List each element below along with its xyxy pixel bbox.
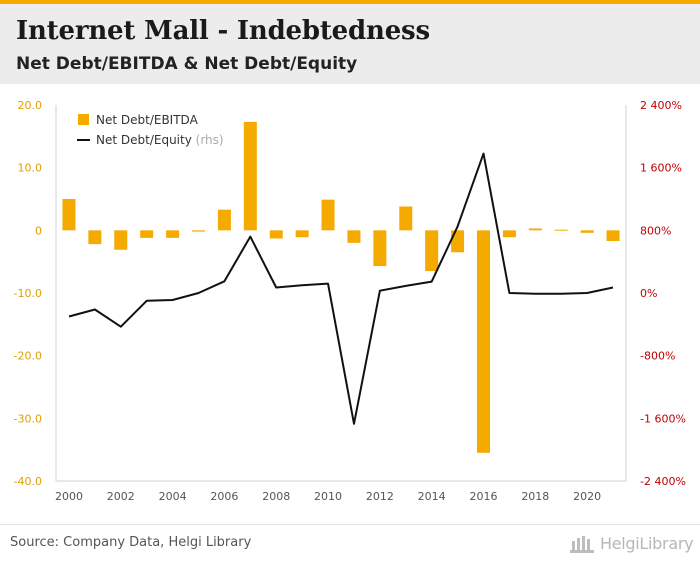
- x-tick-label: 2004: [159, 490, 187, 503]
- bar-series: [62, 121, 620, 453]
- x-tick-label: 2008: [262, 490, 290, 503]
- bar-2004: [166, 230, 180, 238]
- line-series: [68, 152, 614, 425]
- right-tick-label: -1 600%: [640, 412, 686, 425]
- bar-2010: [321, 199, 335, 231]
- legend-label-ebitda: Net Debt/EBITDA: [96, 113, 199, 127]
- left-axis-ticks: 20.0 10.0 0 -10.0 -20.0 -30.0 -40.0: [14, 99, 42, 488]
- bar-2019: [554, 229, 568, 231]
- right-tick-label: 1 600%: [640, 162, 682, 175]
- bar-2002: [114, 230, 128, 250]
- header: Internet Mall - Indebtedness Net Debt/EB…: [0, 4, 700, 84]
- x-tick-label: 2012: [366, 490, 394, 503]
- x-tick-label: 2000: [55, 490, 83, 503]
- right-tick-label: -2 400%: [640, 475, 686, 488]
- bar-2001: [88, 230, 102, 245]
- x-tick-label: 2010: [314, 490, 342, 503]
- left-tick-label: -40.0: [14, 475, 42, 488]
- chart: 20.0 10.0 0 -10.0 -20.0 -30.0 -40.0 2 400% 1 60…: [14, 99, 686, 503]
- left-tick-label: -30.0: [14, 412, 42, 425]
- bar-2007: [243, 121, 257, 231]
- bar-2006: [217, 209, 231, 231]
- legend: Net Debt/EBITDA Net Debt/Equity (rhs): [77, 113, 224, 147]
- page-title: Internet Mall - Indebtedness: [16, 16, 430, 46]
- legend-rhs-note: (rhs): [196, 133, 224, 147]
- bar-2012: [373, 230, 387, 267]
- axes: [55, 105, 627, 482]
- x-tick-label: 2016: [470, 490, 498, 503]
- right-tick-label: 2 400%: [640, 99, 682, 112]
- bar-2017: [502, 230, 516, 238]
- right-axis-ticks: 2 400% 1 600% 800% 0% -800% -1 600% -2 400%: [640, 99, 686, 488]
- bar-2020: [580, 230, 594, 233]
- left-tick-label: 0: [35, 224, 42, 237]
- right-tick-label: 0%: [640, 287, 657, 300]
- bar-2005: [192, 230, 205, 232]
- accent-bar: [0, 0, 700, 4]
- net-debt-equity-line: [68, 152, 614, 425]
- bar-2009: [295, 230, 309, 238]
- bar-2013: [399, 206, 413, 231]
- left-tick-label: -20.0: [14, 350, 42, 363]
- page-subtitle: Net Debt/EBITDA & Net Debt/Equity: [16, 54, 358, 74]
- bar-2014: [425, 230, 439, 272]
- x-tick-label: 2002: [107, 490, 135, 503]
- helgi-library-logo: HelgiLibrary: [568, 533, 694, 557]
- right-tick-label: -800%: [640, 350, 675, 363]
- bar-2018: [528, 228, 542, 231]
- x-tick-label: 2014: [418, 490, 446, 503]
- bar-2021: [606, 230, 620, 241]
- bar-2000: [62, 199, 76, 231]
- source-note: Source: Company Data, Helgi Library: [10, 535, 252, 550]
- left-tick-label: 10.0: [18, 162, 43, 175]
- legend-swatch-bar: [78, 114, 89, 125]
- bar-2015: [451, 230, 465, 253]
- left-tick-label: 20.0: [18, 99, 43, 112]
- bar-2016: [477, 230, 490, 453]
- bar-2008: [269, 230, 283, 239]
- footer-divider: [0, 524, 700, 525]
- bar-2003: [140, 230, 154, 238]
- legend-label-equity: Net Debt/Equity (rhs): [96, 133, 224, 147]
- right-tick-label: 800%: [640, 224, 671, 237]
- bar-2011: [347, 230, 361, 243]
- logo-text: HelgiLibrary: [600, 534, 694, 553]
- x-tick-label: 2018: [521, 490, 549, 503]
- x-axis-ticks: 2000 2002 2004 2006 2008 2010 2012 2014 2016 2018…: [55, 490, 601, 503]
- x-tick-label: 2006: [210, 490, 238, 503]
- x-tick-label: 2020: [573, 490, 601, 503]
- left-tick-label: -10.0: [14, 287, 42, 300]
- library-building-icon: [570, 536, 594, 553]
